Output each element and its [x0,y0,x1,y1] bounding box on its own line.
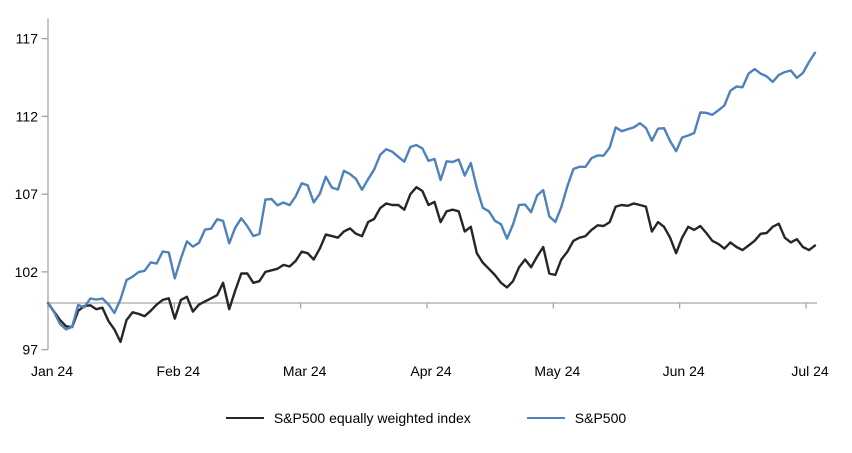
y-tick-label: 107 [15,186,39,202]
x-tick-label: Jul 24 [791,363,829,379]
x-tick-label: Mar 24 [283,363,327,379]
chart-legend: S&P500 equally weighted index S&P500 [0,410,852,426]
y-tick-label: 97 [22,342,38,358]
legend-line-swatch-equal-weight [225,417,264,419]
x-tick-label: May 24 [534,363,580,379]
legend-item-equal-weight: S&P500 equally weighted index [225,410,471,426]
y-tick-label: 117 [16,31,39,47]
x-tick-label: Jan 24 [31,363,73,379]
sp500-line [46,51,817,331]
legend-label-sp500: S&P500 [574,410,627,426]
legend-label-equal-weight: S&P500 equally weighted index [273,410,471,426]
legend-line-swatch-sp500 [526,417,565,419]
x-tick-label: Apr 24 [410,363,451,379]
x-tick-label: Jun 24 [663,363,705,379]
y-tick-label: 112 [16,108,39,124]
equal-weight-line [46,185,817,344]
legend-item-sp500: S&P500 [526,410,627,426]
x-tick-label: Feb 24 [157,363,201,379]
line-chart-plot: 117 112 107 102 97 Jan 24 Feb 24 Mar 24 Apr 24 Ma… [15,18,829,379]
y-tick-label: 102 [15,264,39,280]
